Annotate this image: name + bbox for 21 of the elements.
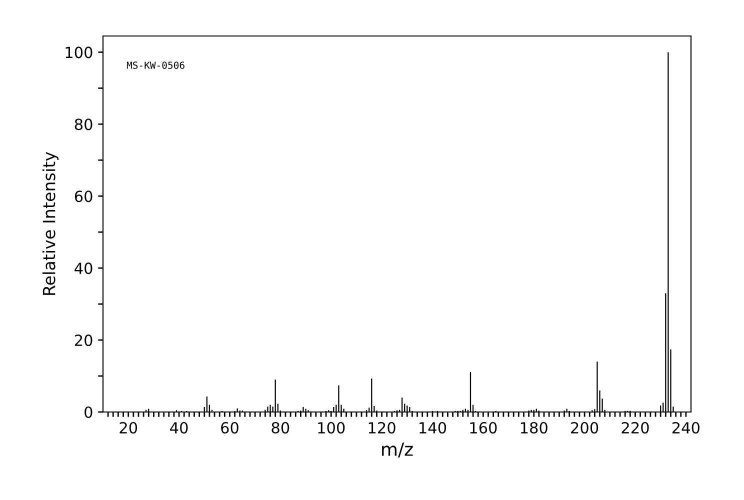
- y-tick-label: 0: [84, 406, 92, 418]
- x-tick-label: 60: [221, 422, 238, 434]
- y-tick-label: 100: [66, 46, 92, 58]
- x-tick-label: 100: [318, 422, 345, 434]
- x-tick-label: 20: [120, 422, 138, 434]
- x-tick-label: 40: [170, 422, 188, 434]
- y-axis-title: Relative Intensity: [42, 152, 59, 295]
- x-axis-title: m/z: [382, 442, 413, 458]
- x-tick-label: 120: [368, 422, 396, 434]
- x-tick-label: 180: [520, 422, 548, 434]
- x-tick-label: 220: [622, 422, 649, 434]
- x-tick-label: 240: [672, 422, 700, 434]
- y-tick-label: 20: [74, 334, 92, 346]
- x-tick-label: 200: [571, 422, 598, 434]
- y-tick-label: 60: [74, 190, 92, 202]
- x-tick-label: 140: [420, 422, 446, 434]
- y-tick-label: 80: [74, 118, 92, 130]
- x-tick-label: 80: [272, 422, 290, 434]
- y-tick-label: 40: [74, 262, 92, 274]
- x-tick-label: 160: [470, 422, 497, 434]
- annotation: MS-KW-0506: [126, 62, 184, 69]
